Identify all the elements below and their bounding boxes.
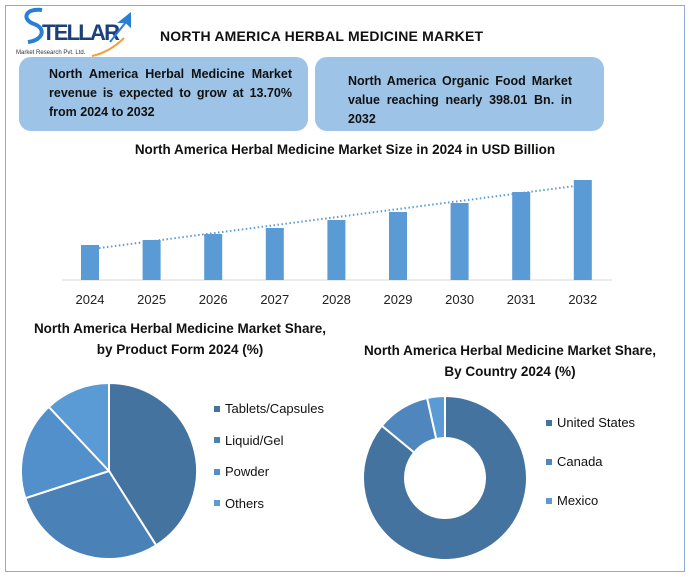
- svg-text:TELLAR: TELLAR: [42, 20, 120, 45]
- pie-slice-liquid-gel: [24, 469, 158, 560]
- x-tick-label: 2024: [76, 292, 105, 307]
- bar-2029: [389, 212, 407, 280]
- legend-item: Powder: [214, 456, 324, 488]
- x-tick-label: 2025: [137, 292, 166, 307]
- legend-label: Canada: [557, 454, 603, 469]
- legend-item: United States: [546, 403, 635, 442]
- bar-2031: [512, 192, 531, 280]
- donut-slice-mexico: [425, 394, 446, 441]
- stellar-logo: TELLAR Market Research Pvt. Ltd.: [16, 7, 131, 57]
- x-tick-label: 2032: [568, 292, 597, 307]
- legend-label: Mexico: [557, 493, 599, 508]
- legend-label: Powder: [225, 464, 270, 480]
- bar-2032: [573, 180, 592, 280]
- legend-swatch: [546, 419, 552, 426]
- page-title: NORTH AMERICA HERBAL MEDICINE MARKET: [160, 28, 484, 44]
- bar-2026: [204, 234, 223, 280]
- legend-label: Liquid/Gel: [225, 432, 284, 448]
- pie-legend: Tablets/Capsules Liquid/Gel Powder Other…: [214, 393, 324, 519]
- x-tick-label: 2030: [445, 292, 474, 307]
- donut-slice-united-states: [362, 394, 528, 561]
- legend-item: Tablets/Capsules: [214, 393, 324, 425]
- x-tick-label: 2027: [260, 292, 289, 307]
- x-tick-label: 2026: [199, 292, 228, 307]
- legend-swatch: [214, 468, 220, 475]
- legend-swatch: [214, 437, 220, 444]
- bar-2027: [265, 228, 284, 280]
- legend-swatch: [546, 458, 552, 465]
- pie-slice-others: [47, 381, 110, 474]
- pie-chart-title: North America Herbal Medicine Market Sha…: [33, 321, 327, 357]
- svg-text:Market Research Pvt. Ltd.: Market Research Pvt. Ltd.: [16, 50, 86, 56]
- x-tick-label: 2031: [507, 292, 536, 307]
- legend-label: Others: [225, 495, 265, 511]
- x-tick-label: 2028: [322, 292, 351, 307]
- legend-item: Liquid/Gel: [214, 425, 324, 457]
- pie-slice-powder: [20, 405, 111, 500]
- infographic-frame: [5, 5, 685, 572]
- legend-item: Canada: [546, 442, 635, 481]
- legend-item: Others: [214, 488, 324, 520]
- legend-label: Tablets/Capsules: [225, 401, 324, 417]
- legend-swatch: [214, 405, 220, 412]
- donut-chart-title: North America Herbal Medicine Market Sha…: [363, 343, 657, 379]
- legend-item: Mexico: [546, 481, 635, 520]
- bar-chart-title: North America Herbal Medicine Market Siz…: [134, 142, 556, 157]
- bar-2025: [142, 240, 161, 280]
- legend-swatch: [546, 497, 552, 504]
- donut-legend: United States Canada Mexico: [546, 403, 635, 520]
- bar-2024: [81, 245, 99, 280]
- x-tick-label: 2029: [384, 292, 413, 307]
- legend-swatch: [214, 500, 220, 507]
- bar-2028: [327, 220, 346, 280]
- legend-label: United States: [557, 415, 636, 430]
- info-box-organic: North America Organic Food Market value …: [315, 57, 604, 131]
- bar-2030: [450, 203, 469, 280]
- info-box-growth: North America Herbal Medicine Market rev…: [19, 57, 308, 131]
